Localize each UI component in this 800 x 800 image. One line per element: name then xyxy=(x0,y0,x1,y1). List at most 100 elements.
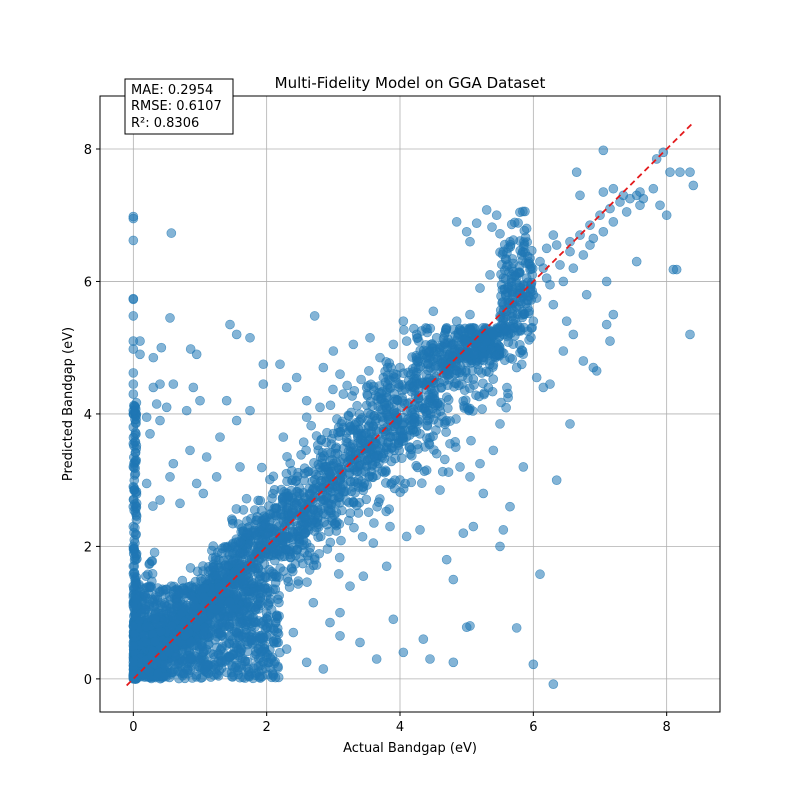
scatter-point xyxy=(381,506,392,517)
scatter-point xyxy=(330,443,341,454)
scatter-point xyxy=(425,432,435,443)
scatter-point xyxy=(128,379,139,389)
scatter-point xyxy=(265,653,276,663)
scatter-point xyxy=(349,386,360,396)
scatter-point xyxy=(224,652,235,662)
scatter-point xyxy=(328,384,338,395)
scatter-point xyxy=(338,389,349,399)
scatter-point xyxy=(215,432,225,442)
scatter-point xyxy=(412,462,423,473)
scatter-point xyxy=(198,612,208,623)
scatter-point xyxy=(269,484,280,495)
scatter-point xyxy=(598,187,609,197)
scatter-point xyxy=(388,372,399,382)
scatter-point xyxy=(128,311,139,321)
scatter-point xyxy=(631,256,642,267)
scatter-point xyxy=(147,568,158,579)
scatter-point xyxy=(348,339,359,350)
scatter-point xyxy=(268,547,279,557)
scatter-point xyxy=(422,327,433,338)
scatter-point xyxy=(481,205,492,215)
scatter-point xyxy=(520,206,530,217)
scatter-point xyxy=(422,415,433,426)
scatter-point xyxy=(253,643,264,654)
scatter-point xyxy=(301,395,312,406)
scatter-point xyxy=(345,581,355,591)
scatter-point xyxy=(521,223,532,234)
scatter-point xyxy=(237,632,248,642)
scatter-point xyxy=(309,526,320,536)
scatter-point xyxy=(397,386,408,396)
scatter-point xyxy=(281,382,292,393)
scatter-point xyxy=(335,369,345,379)
scatter-point xyxy=(386,479,396,489)
scatter-point xyxy=(128,213,139,224)
scatter-point xyxy=(278,432,289,442)
scatter-point xyxy=(238,505,249,515)
scatter-point xyxy=(235,537,246,548)
scatter-point xyxy=(371,426,382,436)
scatter-point xyxy=(128,521,139,532)
scatter-point xyxy=(143,612,154,623)
scatter-point xyxy=(441,323,452,333)
scatter-point xyxy=(377,416,388,426)
scatter-point xyxy=(497,249,508,260)
scatter-point xyxy=(316,435,326,446)
scatter-point xyxy=(581,289,592,300)
scatter-point xyxy=(565,419,575,429)
scatter-point xyxy=(128,389,139,399)
scatter-point xyxy=(185,563,196,573)
scatter-point xyxy=(443,395,454,405)
scatter-point xyxy=(525,253,535,264)
scatter-point xyxy=(231,582,241,592)
scatter-point xyxy=(432,398,443,409)
scatter-point xyxy=(451,316,462,327)
scatter-point xyxy=(558,276,569,287)
scatter-point xyxy=(515,296,525,307)
scatter-point xyxy=(352,400,362,411)
scatter-point xyxy=(342,380,352,391)
scatter-point xyxy=(155,495,165,505)
scatter-point xyxy=(286,532,297,543)
scatter-point xyxy=(141,412,152,423)
scatter-point xyxy=(160,584,171,595)
scatter-point xyxy=(256,521,267,531)
metric-rmse: RMSE: 0.6107 xyxy=(131,99,222,114)
scatter-point xyxy=(351,453,362,464)
scatter-point xyxy=(363,507,374,518)
scatter-point xyxy=(333,492,344,502)
scatter-point xyxy=(128,581,139,591)
y-tick-label: 4 xyxy=(84,408,92,423)
scatter-point xyxy=(128,501,139,512)
scatter-point xyxy=(358,571,369,582)
scatter-point xyxy=(395,362,405,373)
scatter-point xyxy=(528,316,539,327)
scatter-point xyxy=(299,463,310,473)
scatter-point xyxy=(608,217,619,227)
scatter-point xyxy=(337,505,347,516)
scatter-point xyxy=(625,193,635,204)
scatter-point xyxy=(671,264,682,275)
scatter-point xyxy=(419,403,429,414)
scatter-point xyxy=(156,626,166,637)
scatter-point xyxy=(218,555,229,566)
scatter-point xyxy=(348,497,359,507)
scatter-point xyxy=(503,337,514,347)
scatter-point xyxy=(321,509,331,520)
scatter-point xyxy=(301,412,312,423)
scatter-point xyxy=(293,579,303,589)
scatter-point xyxy=(685,167,695,177)
scatter-points xyxy=(128,145,699,689)
scatter-point xyxy=(478,488,489,499)
scatter-point xyxy=(128,438,139,449)
scatter-point xyxy=(140,590,151,601)
scatter-point xyxy=(287,564,297,574)
scatter-point xyxy=(179,616,190,627)
scatter-point xyxy=(306,420,316,431)
scatter-point xyxy=(361,382,372,393)
scatter-point xyxy=(406,450,417,461)
scatter-point xyxy=(675,167,685,177)
x-tick-label: 2 xyxy=(263,720,271,735)
scatter-point xyxy=(242,611,253,621)
